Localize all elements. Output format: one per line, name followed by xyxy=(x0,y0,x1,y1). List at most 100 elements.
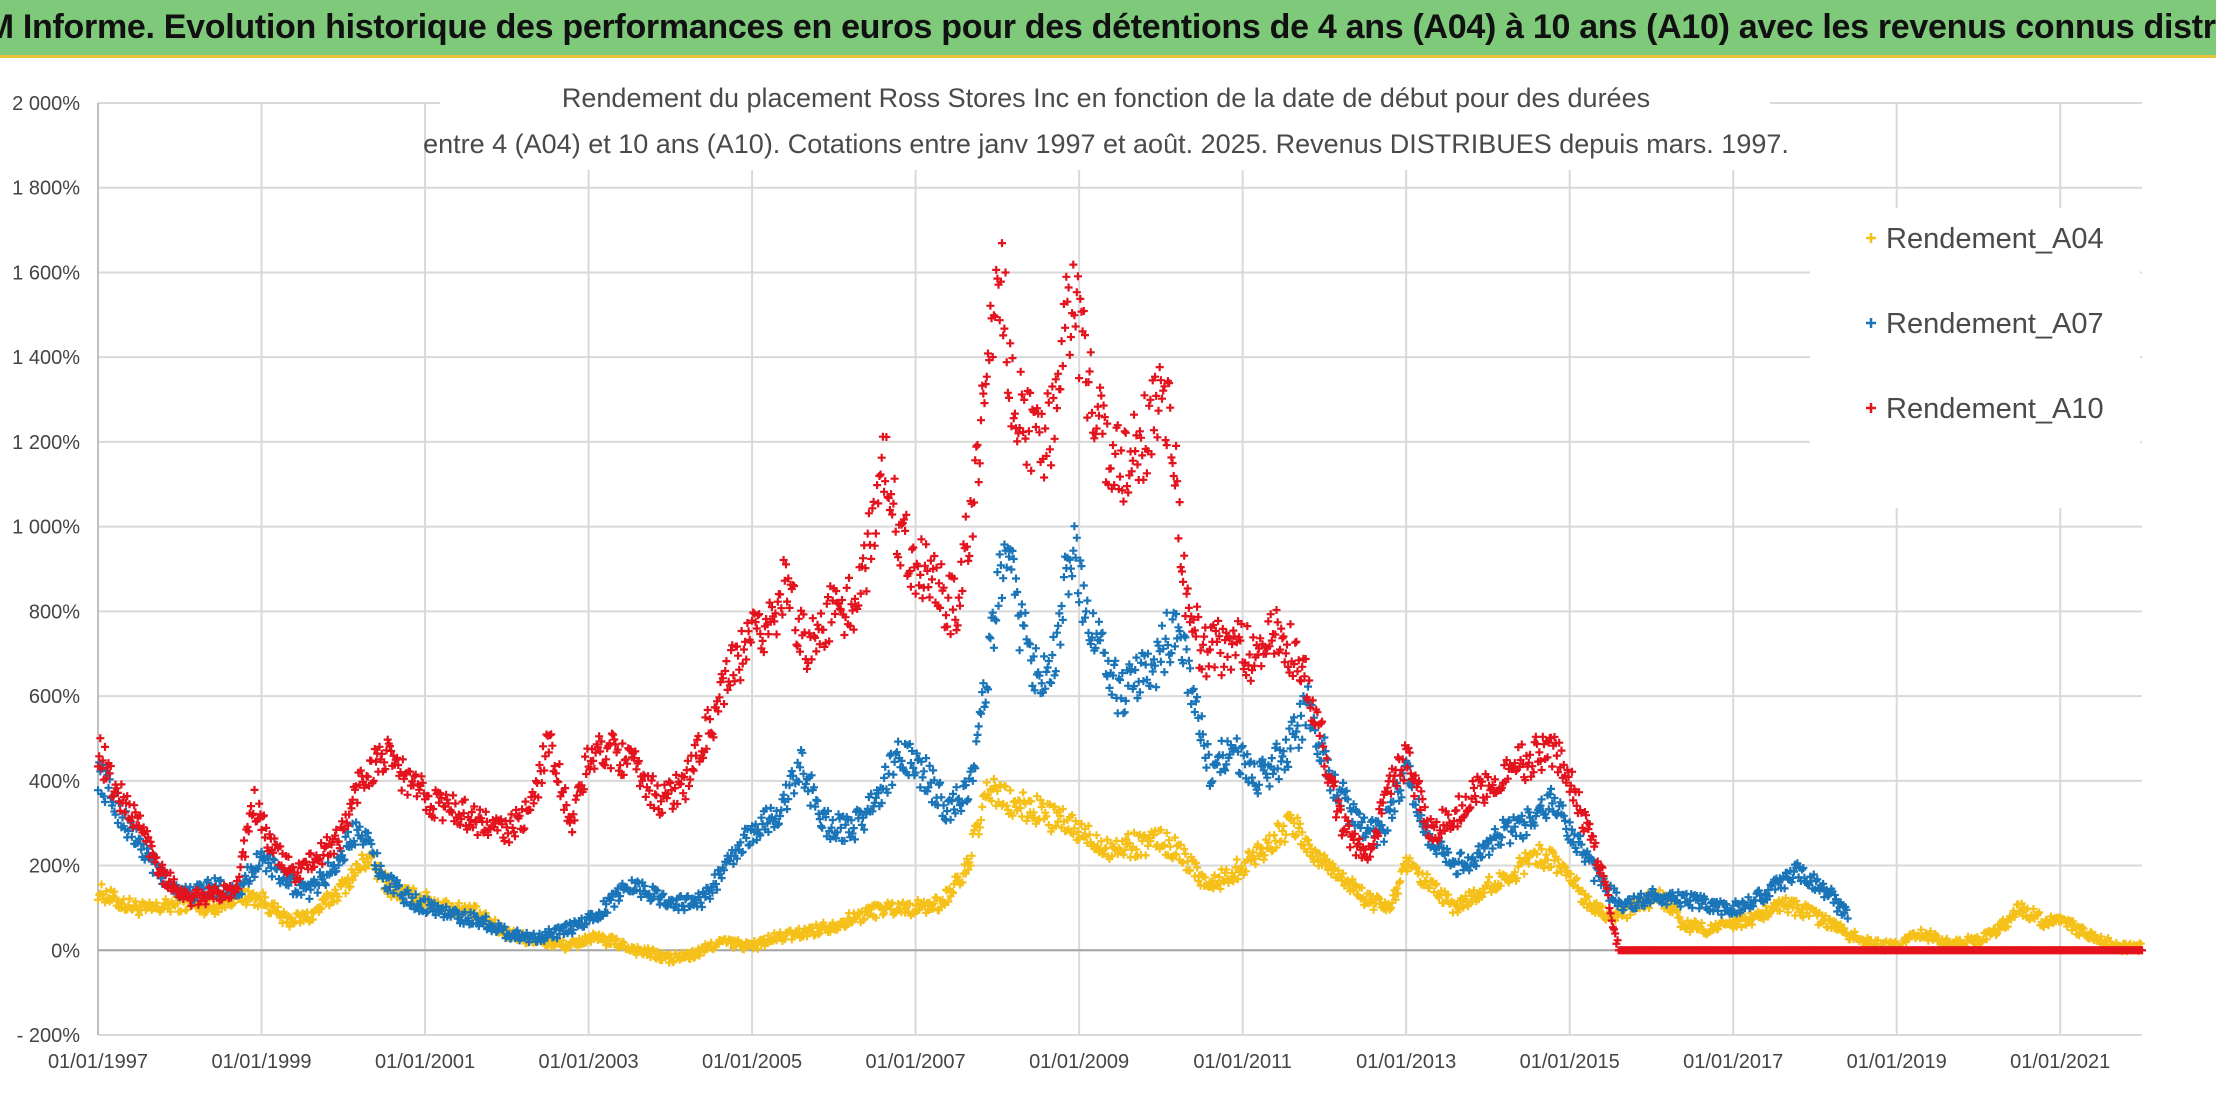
data-point xyxy=(1391,895,1400,904)
data-point xyxy=(1375,805,1384,814)
data-point xyxy=(1248,773,1256,782)
data-point xyxy=(1590,876,1599,885)
data-point xyxy=(1799,913,1808,922)
data-point xyxy=(1162,441,1171,450)
data-point xyxy=(1201,873,1210,882)
y-tick-label: 1 600% xyxy=(12,262,80,284)
data-point xyxy=(1636,889,1645,898)
data-point xyxy=(1301,721,1310,730)
data-point xyxy=(991,312,999,321)
data-point xyxy=(1027,797,1036,806)
data-point xyxy=(908,747,917,755)
data-point xyxy=(961,781,970,790)
data-point xyxy=(341,832,350,841)
data-point xyxy=(1099,849,1108,858)
data-point xyxy=(773,597,782,606)
data-point xyxy=(1265,642,1274,651)
data-point xyxy=(1058,615,1067,624)
data-point xyxy=(1262,769,1270,778)
data-point xyxy=(1167,649,1176,658)
data-point xyxy=(611,889,620,898)
data-point xyxy=(1217,671,1226,680)
data-point xyxy=(611,936,620,944)
data-point xyxy=(136,811,144,820)
data-point xyxy=(1566,870,1575,878)
data-point xyxy=(161,871,170,880)
data-point xyxy=(1396,771,1405,780)
data-point xyxy=(888,780,897,789)
data-point xyxy=(701,713,710,722)
data-point xyxy=(906,582,915,591)
data-point xyxy=(247,802,255,811)
data-point xyxy=(1082,607,1091,616)
data-point xyxy=(1196,646,1205,655)
data-point xyxy=(1169,472,1178,480)
banner-title: ADAM Informe. Evolution historique des p… xyxy=(0,8,2216,46)
data-point xyxy=(1550,794,1559,802)
data-point xyxy=(1412,863,1421,872)
data-point xyxy=(1673,907,1682,916)
data-point xyxy=(1138,836,1147,845)
data-point xyxy=(756,630,765,638)
data-point xyxy=(638,776,647,785)
data-point xyxy=(840,631,849,639)
data-point xyxy=(706,894,714,903)
data-point xyxy=(221,903,230,912)
data-point xyxy=(992,616,1001,625)
data-point xyxy=(308,915,317,924)
data-point xyxy=(947,887,956,896)
data-point xyxy=(811,633,820,642)
data-point xyxy=(890,757,899,766)
data-point xyxy=(1064,590,1073,599)
data-point xyxy=(923,566,932,575)
x-tick-label: 01/01/2009 xyxy=(1029,1051,1129,1073)
data-point xyxy=(273,903,282,911)
data-point xyxy=(1405,854,1414,863)
data-point xyxy=(787,935,796,944)
data-point xyxy=(1110,660,1119,669)
data-point xyxy=(1502,756,1511,765)
data-point xyxy=(1086,640,1095,648)
data-point xyxy=(1010,409,1019,418)
data-point xyxy=(855,807,864,816)
data-point xyxy=(870,541,879,550)
data-point xyxy=(598,931,607,940)
y-tick-label: 1 200% xyxy=(12,432,80,454)
data-point xyxy=(717,874,726,883)
data-point xyxy=(1093,402,1102,411)
data-point xyxy=(1589,832,1597,841)
data-point xyxy=(821,813,830,822)
data-point xyxy=(1411,800,1420,809)
data-point xyxy=(521,797,530,806)
data-point xyxy=(824,593,832,602)
data-point xyxy=(1042,812,1051,821)
data-point xyxy=(234,885,243,893)
data-point xyxy=(353,798,362,807)
data-point xyxy=(889,499,898,508)
data-point xyxy=(1017,600,1026,609)
data-point xyxy=(411,770,420,779)
data-point xyxy=(1049,394,1058,402)
data-point xyxy=(1576,832,1585,840)
data-point xyxy=(548,741,557,750)
data-point xyxy=(685,782,693,790)
data-point xyxy=(597,737,606,746)
data-point xyxy=(1784,908,1793,917)
data-point xyxy=(123,792,132,801)
data-point xyxy=(848,829,857,838)
data-point xyxy=(1202,763,1211,772)
data-point xyxy=(101,798,109,806)
data-point xyxy=(1249,848,1258,857)
data-point xyxy=(998,239,1006,248)
data-point xyxy=(1510,759,1519,768)
data-point xyxy=(1197,665,1206,674)
data-point xyxy=(1286,744,1295,753)
data-point xyxy=(1406,769,1415,778)
data-point xyxy=(158,860,167,869)
data-point xyxy=(1535,748,1544,757)
data-point xyxy=(980,399,989,408)
x-tick-label: 01/01/2003 xyxy=(539,1051,639,1073)
data-point xyxy=(187,901,196,910)
data-point xyxy=(417,772,426,781)
data-point xyxy=(331,831,340,840)
